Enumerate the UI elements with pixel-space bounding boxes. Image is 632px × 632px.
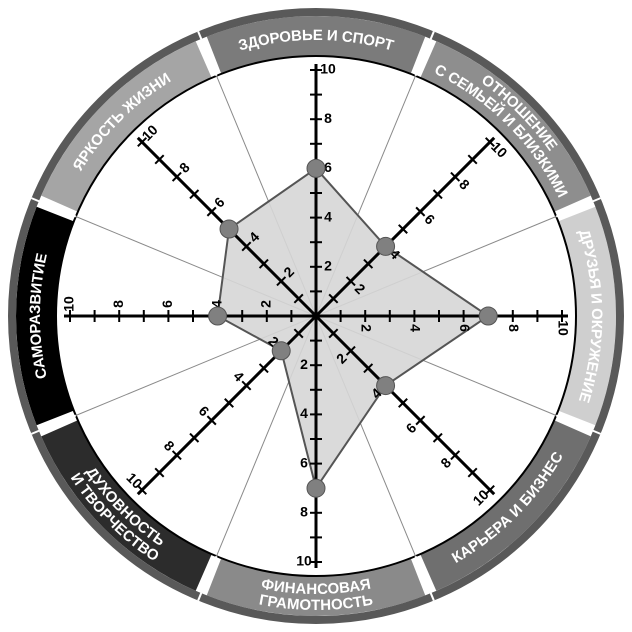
axis-tick-label: 8 [324, 110, 332, 126]
axis-tick-label: 2 [324, 258, 332, 274]
axis-tick-label: 2 [300, 356, 308, 372]
axis-tick-label: 4 [408, 324, 424, 332]
axis-tick-label: 2 [258, 300, 274, 308]
radar-point-7 [220, 220, 238, 238]
axis-tick-label: 8 [506, 324, 522, 332]
radar-svg: ЗДОРОВЬЕ И СПОРТОТНОШЕНИЕС СЕМЬЕЙ И БЛИЗ… [0, 0, 632, 632]
radar-point-6 [209, 307, 227, 325]
axis-tick-label: 6 [457, 324, 473, 332]
radar-point-2 [479, 307, 497, 325]
axis-tick-label: 10 [61, 296, 77, 312]
axis-tick-label: 10 [296, 553, 312, 569]
axis-tick-label: 10 [555, 320, 571, 336]
axis-tick-label: 2 [358, 324, 374, 332]
axis-tick-label: 10 [320, 61, 336, 77]
radar-point-5 [272, 342, 290, 360]
axis-tick-label: 8 [110, 300, 126, 308]
wheel-of-life-chart: ЗДОРОВЬЕ И СПОРТОТНОШЕНИЕС СЕМЬЕЙ И БЛИЗ… [0, 0, 632, 632]
radar-point-3 [377, 377, 395, 395]
radar-point-1 [377, 237, 395, 255]
axis-tick-label: 6 [159, 300, 175, 308]
axis-tick-label: 4 [324, 208, 332, 224]
radar-point-0 [307, 159, 325, 177]
radar-point-4 [307, 479, 325, 497]
axis-tick-label: 4 [300, 405, 308, 421]
axis-tick-label: 6 [300, 454, 308, 470]
axis-tick-label: 8 [300, 504, 308, 520]
